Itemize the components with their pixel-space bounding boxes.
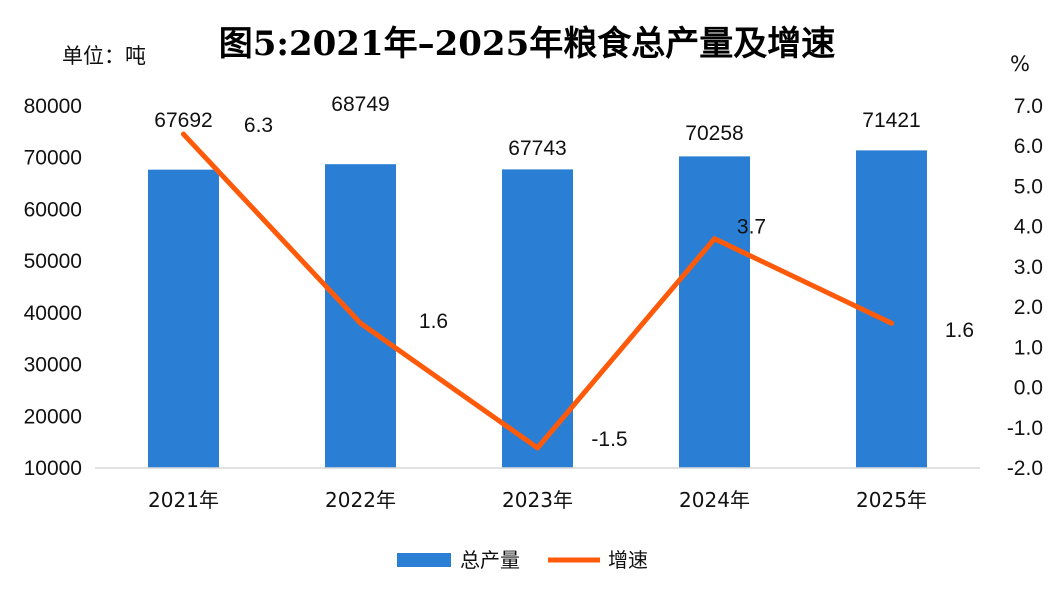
- left-tick-label: 30000: [24, 354, 82, 377]
- line-value-labels: 6.3 1.6 -1.5 3.7 1.6: [244, 114, 974, 451]
- category-label: 2021年: [148, 488, 219, 512]
- growth-point: [358, 320, 363, 326]
- bar: [502, 169, 573, 468]
- category-label: 2022年: [325, 488, 396, 512]
- line-value-label: 3.7: [737, 216, 766, 239]
- right-tick-label: 0.0: [1014, 377, 1043, 400]
- legend-bar-swatch: [397, 553, 451, 567]
- bar-series: [148, 150, 927, 468]
- left-tick-label: 40000: [24, 302, 82, 325]
- bar-value-labels: 67692 68749 67743 70258 71421: [154, 93, 920, 160]
- bar: [148, 169, 219, 468]
- line-value-label: 1.6: [419, 310, 448, 333]
- legend-label-production: 总产量: [460, 548, 520, 572]
- category-label: 2025年: [856, 488, 927, 512]
- bar-value-label: 71421: [862, 109, 920, 132]
- category-label: 2023年: [502, 488, 573, 512]
- right-tick-label: -2.0: [1007, 457, 1043, 480]
- right-tick-label: 1.0: [1014, 336, 1043, 359]
- right-tick-label: 4.0: [1014, 216, 1043, 239]
- bar: [325, 164, 396, 468]
- growth-point: [535, 445, 540, 451]
- bar-value-label: 68749: [331, 93, 389, 116]
- legend-label-growth: 增速: [608, 548, 648, 572]
- right-tick-label: -1.0: [1007, 417, 1043, 440]
- bar-value-label: 70258: [685, 122, 743, 145]
- left-tick-label: 20000: [24, 405, 82, 428]
- right-tick-label: 7.0: [1014, 95, 1043, 118]
- category-label: 2024年: [679, 488, 750, 512]
- legend: 总产量 增速: [397, 548, 648, 572]
- left-tick-label: 60000: [24, 198, 82, 221]
- right-axis-unit: %: [1010, 52, 1030, 76]
- left-axis-unit: 单位：吨: [62, 44, 146, 68]
- left-tick-label: 80000: [24, 95, 82, 118]
- chart-title: 图5:2021年–2025年粮食总产量及增速: [219, 24, 835, 64]
- left-tick-label: 50000: [24, 250, 82, 273]
- growth-point: [712, 236, 717, 242]
- left-tick-label: 70000: [24, 147, 82, 170]
- bar-value-label: 67692: [154, 109, 212, 132]
- category-labels: 2021年 2022年 2023年 2024年 2025年: [148, 488, 927, 512]
- right-axis-ticks: -2.0 -1.0 0.0 1.0 2.0 3.0 4.0 5.0 6.0 7.0: [1007, 95, 1043, 480]
- bar-value-label: 67743: [508, 137, 566, 160]
- growth-point: [181, 131, 186, 137]
- right-tick-label: 6.0: [1014, 135, 1043, 158]
- line-value-label: -1.5: [591, 428, 627, 451]
- left-axis-ticks: 10000 20000 30000 40000 50000 60000 70000 80000: [24, 95, 82, 480]
- left-tick-label: 10000: [24, 457, 82, 480]
- right-tick-label: 2.0: [1014, 296, 1043, 319]
- line-value-label: 1.6: [945, 319, 974, 342]
- bar: [679, 156, 750, 468]
- right-tick-label: 3.0: [1014, 256, 1043, 279]
- growth-point: [889, 320, 894, 326]
- right-tick-label: 5.0: [1014, 175, 1043, 198]
- line-series: [181, 131, 894, 451]
- line-value-label: 6.3: [244, 114, 273, 137]
